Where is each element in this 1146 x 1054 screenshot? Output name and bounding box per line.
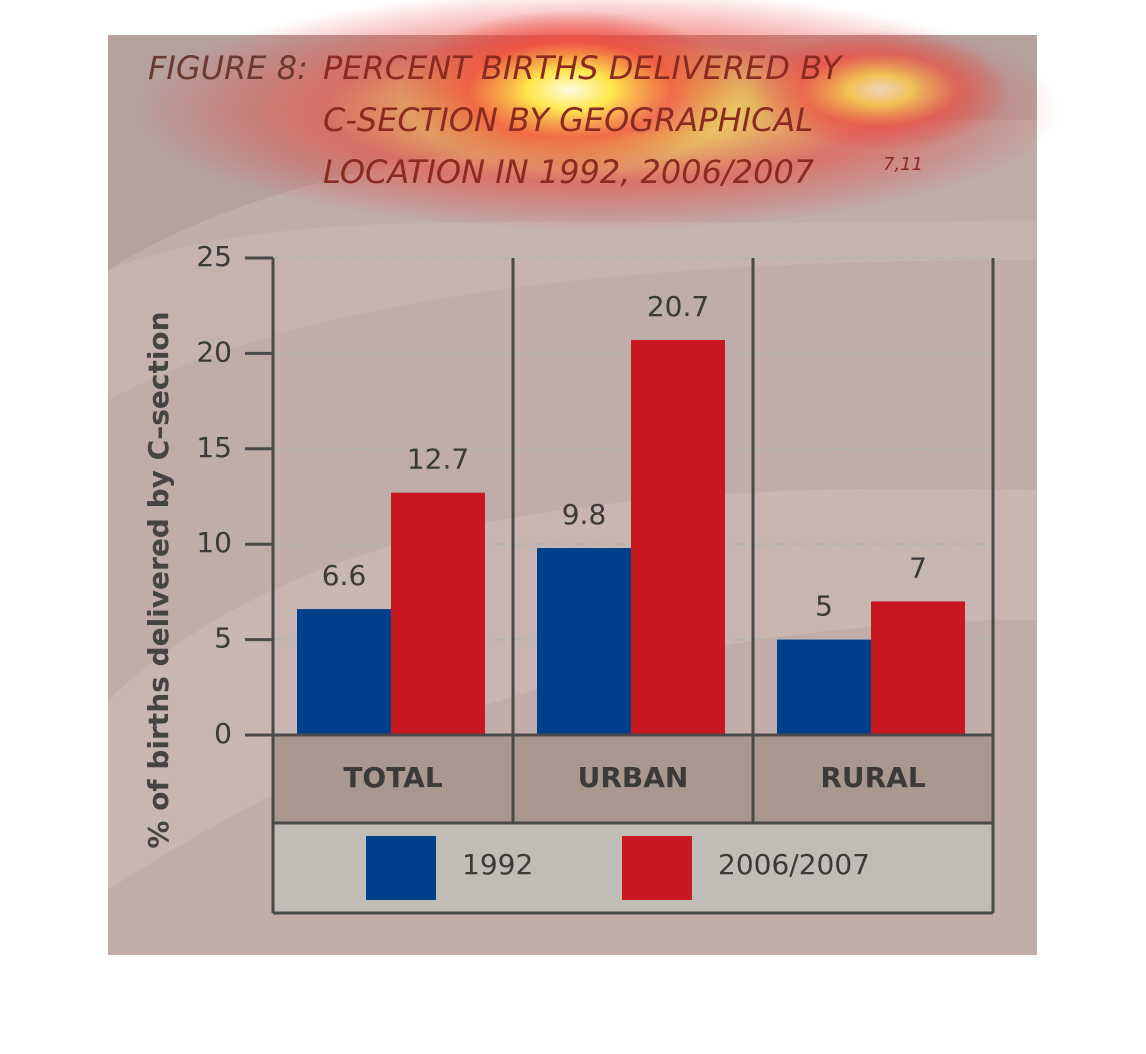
legend-label: 2006/2007 bbox=[718, 848, 870, 881]
value-label: 5 bbox=[815, 590, 833, 623]
value-label: 9.8 bbox=[562, 498, 607, 531]
category-band bbox=[273, 735, 993, 823]
value-label: 7 bbox=[909, 551, 927, 584]
title-line: PERCENT BIRTHS DELIVERED BY bbox=[323, 49, 844, 87]
bar bbox=[631, 340, 725, 735]
title: FIGURE 8: PERCENT BIRTHS DELIVERED BY C-… bbox=[148, 49, 923, 191]
value-label: 6.6 bbox=[322, 559, 367, 592]
y-axis-label: % of births delivered by C–section bbox=[142, 311, 175, 848]
legend-label: 1992 bbox=[462, 848, 533, 881]
bar bbox=[537, 548, 631, 735]
value-label: 12.7 bbox=[407, 443, 469, 476]
background-shape bbox=[108, 488, 1037, 890]
bar bbox=[777, 639, 871, 735]
heatmap bbox=[400, 10, 740, 170]
value-label: 20.7 bbox=[647, 290, 709, 323]
title-label: FIGURE 8: bbox=[148, 49, 308, 87]
heatmap bbox=[750, 30, 1010, 150]
title-line: LOCATION IN 1992, 2006/2007 bbox=[323, 153, 815, 191]
x-tick-label: RURAL bbox=[820, 761, 926, 794]
bar bbox=[297, 609, 391, 735]
bar bbox=[871, 601, 965, 735]
title-line: C-SECTION BY GEOGRAPHICAL bbox=[323, 101, 813, 139]
y-tick-label: 20 bbox=[196, 335, 232, 368]
background-shape bbox=[108, 220, 1037, 400]
y-tick-label: 5 bbox=[214, 622, 232, 655]
y-tick-label: 15 bbox=[196, 431, 232, 464]
y-tick-label: 25 bbox=[196, 240, 232, 273]
y-tick-label: 0 bbox=[214, 717, 232, 750]
title-superscript: 7,11 bbox=[883, 154, 923, 175]
legend-swatch bbox=[622, 836, 692, 900]
x-tick-label: TOTAL bbox=[343, 761, 442, 794]
bar bbox=[391, 492, 485, 735]
x-tick-label: URBAN bbox=[578, 761, 689, 794]
legend-swatch bbox=[366, 836, 436, 900]
y-tick-label: 10 bbox=[196, 526, 232, 559]
